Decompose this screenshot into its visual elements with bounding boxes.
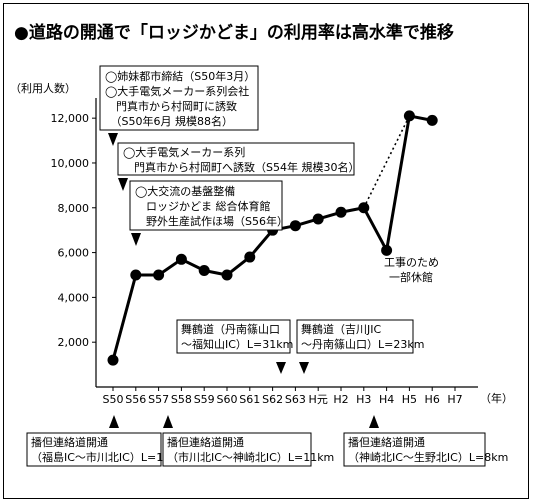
annotation-arrow-1 [108,133,118,146]
annotation-arrow-bantan-2 [163,415,173,428]
annotation-arrow-bantan-3 [369,415,379,428]
data-point [403,110,415,122]
svg-text:◯大手電気メーカー系列: ◯大手電気メーカー系列 [123,145,245,159]
data-point [221,269,233,281]
x-ticks: S50 S56 S57 S58 S59 S60 S61 S62 S63 H元 H2 H3 H4 H5 H6 H… [103,387,463,406]
data-point [335,206,347,218]
svg-text:舞鶴道（丹南篠山口: 舞鶴道（丹南篠山口 [181,322,280,336]
x-tick-label: S59 [194,393,215,406]
data-points [107,110,438,366]
data-point [153,269,165,281]
annotation-arrow-maizuru-2 [299,362,309,374]
annotation-sister-city-box: ◯姉妹都市締結（S50年3月） ◯大手電気メーカー系列会社 門真市から村岡町に誘… [99,65,259,131]
series-segment [362,206,389,252]
x-tick-label: H7 [447,393,462,406]
annotation-bantan-road-box-1: 播但連絡道開通 （福島IC～市川北IC）L=11km [26,432,187,467]
x-tick-label: H4 [379,393,394,406]
annotation-arrow-2 [118,178,128,191]
chart-title: ●道路の開通で「ロッジかどま」の利用率は高水準で推移 [14,22,454,43]
y-tick-label: 4,000 [58,291,90,304]
annotation-maizuru-road-box-2: 舞鶴道（吉川JIC ～丹南篠山口）L=23km [296,319,424,354]
data-point [175,253,187,265]
series-segment [385,114,411,252]
x-tick-label: S61 [239,393,260,406]
y-tick-label: 6,000 [58,247,90,260]
x-tick-label: H5 [402,393,417,406]
svg-text:播但連絡道開通: 播但連絡道開通 [348,435,425,449]
data-point [381,244,393,256]
x-tick-label: S58 [171,393,192,406]
y-tick-label: 2,000 [58,336,90,349]
data-point [198,265,210,277]
data-point [358,202,370,214]
svg-text:工事のため: 工事のため [384,256,439,269]
svg-text:◯大交流の基盤整備: ◯大交流の基盤整備 [135,184,235,198]
svg-text:播但連絡道開通: 播但連絡道開通 [31,435,108,449]
svg-text:門真市から村岡町に誘致: 門真市から村岡町に誘致 [105,99,237,113]
y-tick-label: 8,000 [58,202,90,215]
svg-text:野外生産試作ほ場（S56年）: 野外生産試作ほ場（S56年） [135,214,288,228]
figure-frame [3,3,529,499]
annotation-electric-maker-box: ◯大手電気メーカー系列 門真市から村岡町へ誘致（S54年 規模30名） [117,142,359,176]
annotation-arrow-bantan-1 [109,415,119,428]
x-tick-label: H元 [309,393,328,406]
x-tick-label: S50 [103,393,124,406]
data-point [312,213,324,225]
svg-text:（神崎北IC～生野北IC）L=8km: （神崎北IC～生野北IC）L=8km [348,450,508,464]
series-dotted-segment [363,115,411,209]
x-tick-label: S63 [285,393,306,406]
svg-text:◯大手電気メーカー系列会社: ◯大手電気メーカー系列会社 [105,84,249,98]
data-point [289,220,301,232]
svg-text:～福知山IC）L=31km: ～福知山IC）L=31km [181,337,293,351]
annotation-arrow-3 [131,233,141,246]
data-point [426,114,438,126]
annotation-infrastructure-box: ◯大交流の基盤整備 ロッジかどま 総合体育館 野外生産試作ほ場（S56年） [129,180,288,231]
svg-text:ロッジかどま 総合体育館: ロッジかどま 総合体育館 [135,199,271,213]
x-axis-unit: （年） [480,391,513,405]
x-tick-label: S62 [262,393,283,406]
y-tick-label: 12,000 [51,112,90,125]
x-tick-label: H2 [333,393,348,406]
y-ticks: 2,000 4,000 6,000 8,000 10,000 12,000 [51,112,96,349]
annotation-closure-note: 工事のため 一部休館 [384,256,439,284]
data-point [107,354,119,366]
svg-text:播但連絡道開通: 播但連絡道開通 [167,435,244,449]
y-tick-label: 10,000 [51,157,90,170]
x-tick-label: S56 [125,393,146,406]
annotation-bantan-road-box-3: 播但連絡道開通 （神崎北IC～生野北IC）L=8km [343,432,508,467]
series-segment [111,273,138,362]
data-point [244,251,256,263]
svg-text:（市川北IC～神崎北IC）L=11km: （市川北IC～神崎北IC）L=11km [167,450,334,464]
annotation-maizuru-road-box-1: 舞鶴道（丹南篠山口 ～福知山IC）L=31km [176,319,293,354]
x-tick-label: H3 [356,393,371,406]
x-tick-label: S60 [217,393,238,406]
x-tick-label: H6 [425,393,440,406]
annotation-arrow-maizuru-1 [276,362,286,374]
series-segment [248,228,275,259]
svg-text:（S50年6月 規模88名）: （S50年6月 規模88名） [105,114,233,128]
svg-text:◯姉妹都市締結（S50年3月）: ◯姉妹都市締結（S50年3月） [105,69,255,83]
svg-text:～丹南篠山口）L=23km: ～丹南篠山口）L=23km [301,337,424,351]
svg-text:（福島IC～市川北IC）L=11km: （福島IC～市川北IC）L=11km [31,450,187,464]
y-axis-label: （利用人数） [10,82,76,95]
annotation-bantan-road-box-2: 播但連絡道開通 （市川北IC～神崎北IC）L=11km [162,432,334,467]
svg-text:門真市から村岡町へ誘致（S54年 規模30名）: 門真市から村岡町へ誘致（S54年 規模30名） [123,160,359,174]
svg-text:一部休館: 一部休館 [389,270,433,284]
data-point [130,269,142,281]
svg-text:舞鶴道（吉川JIC: 舞鶴道（吉川JIC [301,322,381,336]
x-tick-label: S57 [148,393,169,406]
